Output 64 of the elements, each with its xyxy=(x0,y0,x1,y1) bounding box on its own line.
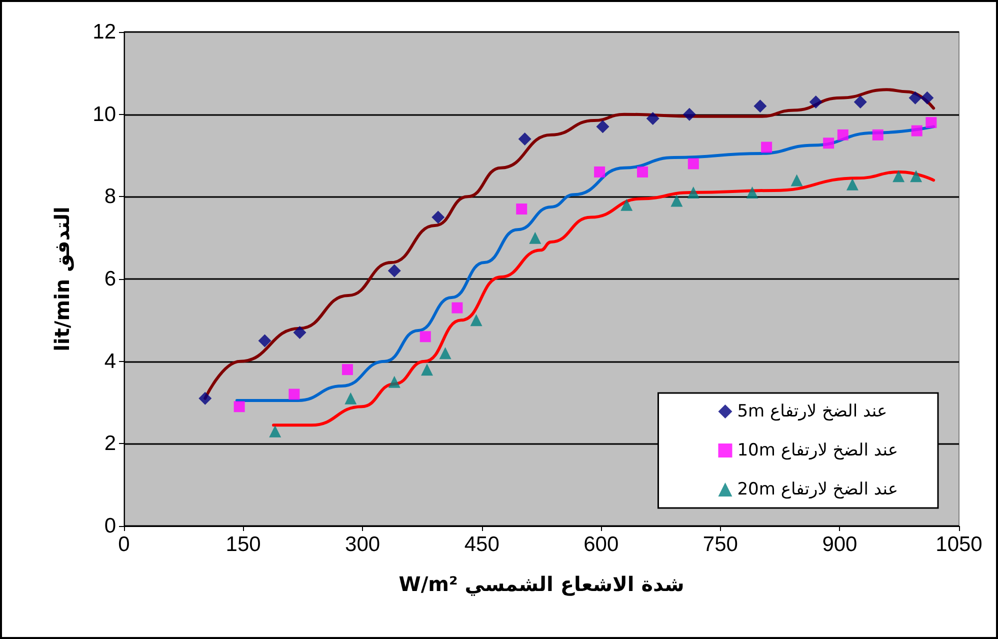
x-tick-label: 300 xyxy=(345,533,380,556)
x-tick-label: 150 xyxy=(226,533,261,556)
point xyxy=(388,376,400,388)
y-tick-label: 8 xyxy=(104,185,116,208)
point xyxy=(420,331,431,342)
point xyxy=(452,302,463,314)
point xyxy=(288,388,300,400)
legend-label: 20m عند الضخ لارتفاع xyxy=(737,480,898,500)
point xyxy=(754,100,767,113)
point xyxy=(234,401,245,412)
point xyxy=(688,158,699,170)
point xyxy=(518,132,532,146)
point xyxy=(823,138,834,149)
point xyxy=(342,364,353,376)
y-tick-label: 4 xyxy=(104,350,116,373)
point xyxy=(596,120,610,134)
point xyxy=(388,264,401,278)
point xyxy=(646,112,660,125)
point xyxy=(198,392,212,405)
y-tick-label: 2 xyxy=(104,432,116,456)
point xyxy=(636,166,648,178)
point xyxy=(746,186,758,199)
point xyxy=(920,91,934,104)
y-tick-label: 0 xyxy=(104,514,116,538)
point xyxy=(516,204,528,215)
x-tick-label: 1050 xyxy=(936,533,982,556)
point xyxy=(892,170,905,182)
legend-label: 10m عند الضخ لارتفاع xyxy=(737,440,898,460)
x-tick-label: 450 xyxy=(464,533,500,556)
point xyxy=(837,129,848,140)
point xyxy=(594,166,606,178)
point xyxy=(872,129,884,140)
x-tick-label: 750 xyxy=(702,533,738,556)
point xyxy=(258,334,272,348)
x-axis-title: W/m² شدة الاشعاع الشمسي xyxy=(398,572,684,596)
point xyxy=(687,186,700,199)
point xyxy=(344,392,357,404)
point xyxy=(911,125,922,136)
point xyxy=(910,170,922,182)
point xyxy=(761,142,772,153)
y-tick-label: 6 xyxy=(104,268,116,290)
x-tick-label: 600 xyxy=(584,533,619,556)
y-tick-label: 12 xyxy=(92,20,116,44)
legend-label: 5m عند الضخ لارتفاع xyxy=(737,402,888,422)
x-tick-label: 900 xyxy=(822,533,858,556)
point xyxy=(269,425,282,438)
point xyxy=(529,232,542,244)
point xyxy=(432,210,445,224)
point xyxy=(790,174,803,186)
point xyxy=(809,95,822,108)
x-tick-label: 0 xyxy=(118,533,130,556)
point xyxy=(293,326,306,340)
point xyxy=(846,178,858,190)
point xyxy=(439,347,452,360)
point xyxy=(420,364,433,376)
point xyxy=(926,117,937,128)
point xyxy=(670,194,683,207)
y-tick-label: 10 xyxy=(92,102,116,126)
point xyxy=(470,314,482,326)
point xyxy=(682,108,696,121)
point xyxy=(854,95,867,108)
point xyxy=(620,198,633,211)
y-axis-title: lit/min التدفق xyxy=(50,206,74,352)
point xyxy=(908,91,922,104)
